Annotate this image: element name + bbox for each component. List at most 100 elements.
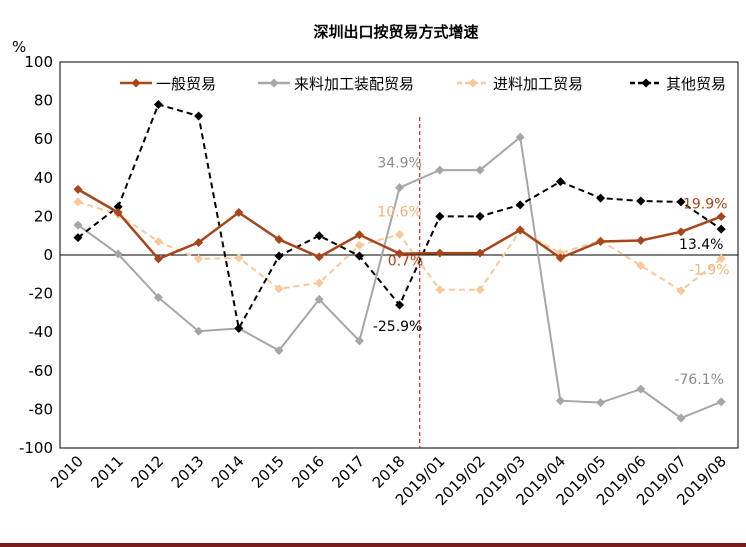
data-point	[555, 396, 565, 406]
x-tick-label: 2017	[328, 452, 368, 492]
legend-item: 其他贸易	[630, 75, 726, 93]
data-label: -76.1%	[674, 372, 724, 388]
x-tick-label: 2011	[87, 452, 127, 492]
data-point	[676, 286, 686, 296]
data-point	[676, 413, 686, 423]
data-point	[314, 231, 324, 241]
data-point	[395, 249, 405, 259]
data-point	[234, 253, 244, 263]
data-point	[676, 227, 686, 237]
series-group	[73, 99, 726, 423]
data-point	[153, 99, 163, 109]
series-3	[73, 99, 726, 333]
data-point	[194, 237, 204, 247]
bottom-rule	[0, 543, 746, 547]
data-point	[515, 200, 525, 210]
chart-title: 深圳出口按贸易方式增速	[313, 23, 478, 41]
data-point	[73, 220, 83, 230]
series-line	[77, 135, 722, 420]
data-point	[314, 252, 324, 262]
data-point	[314, 294, 324, 304]
data-point	[676, 197, 686, 207]
data-point	[153, 236, 163, 246]
data-point	[274, 284, 284, 294]
data-point	[475, 165, 485, 175]
data-point	[395, 300, 405, 310]
data-point	[475, 211, 485, 221]
data-point	[716, 397, 726, 407]
data-point	[716, 212, 726, 222]
legend: 一般贸易 来料加工装配贸易 进料加工贸易 其他贸易	[120, 75, 726, 93]
series-0	[73, 184, 726, 264]
axes-group: -100 -80 -60 -40 -20 0 20 40 60 80 100 2010 2011 2012…	[19, 53, 738, 509]
legend-label: 一般贸易	[156, 75, 216, 93]
data-point	[234, 323, 244, 333]
data-point	[194, 326, 204, 336]
y-tick-label: 0	[43, 246, 53, 264]
data-point	[596, 398, 606, 408]
y-axis-unit-label: %	[12, 38, 26, 56]
legend-label: 进料加工贸易	[493, 75, 583, 93]
legend-item: 来料加工装配贸易	[258, 75, 414, 93]
data-point	[636, 196, 646, 206]
y-tick-label: -80	[29, 400, 54, 418]
data-point	[113, 249, 123, 259]
legend-item: 一般贸易	[120, 75, 216, 93]
data-point	[153, 292, 163, 302]
annotations-group: 34.9% 10.6% 0.7% -25.9% 19.9% 13.4% -1.9% -76.1…	[373, 156, 730, 388]
y-tick-label: 60	[34, 130, 53, 148]
data-label: 10.6%	[377, 205, 421, 221]
data-point	[354, 240, 364, 250]
data-point	[274, 251, 284, 261]
x-tick-label: 2015	[248, 452, 288, 492]
data-point	[515, 132, 525, 142]
legend-swatch-marker	[641, 78, 651, 88]
x-tick-label: 2010	[47, 452, 87, 492]
data-point	[274, 235, 284, 245]
data-point	[73, 233, 83, 243]
data-point	[354, 336, 364, 346]
x-tick-label: 2016	[288, 452, 328, 492]
data-label: -25.9%	[373, 319, 423, 335]
data-point	[636, 261, 646, 271]
data-point	[555, 253, 565, 263]
data-point	[475, 248, 485, 258]
data-label: 34.9%	[377, 156, 421, 172]
data-point	[194, 111, 204, 121]
y-tick-label: -20	[29, 285, 54, 303]
data-point	[153, 254, 163, 264]
y-tick-label: -60	[29, 362, 54, 380]
data-point	[113, 208, 123, 218]
data-point	[73, 197, 83, 207]
y-tick-label: 100	[24, 53, 53, 71]
legend-swatch-marker	[269, 78, 279, 88]
legend-label: 其他贸易	[666, 75, 726, 93]
data-point	[475, 285, 485, 295]
data-point	[113, 202, 123, 212]
legend-item: 进料加工贸易	[457, 75, 583, 93]
data-point	[435, 285, 445, 295]
data-point	[636, 384, 646, 394]
y-tick-label: 40	[34, 169, 53, 187]
y-tick-label: 20	[34, 207, 53, 225]
data-point	[73, 184, 83, 194]
data-point	[435, 248, 445, 258]
data-label: -1.9%	[689, 263, 730, 279]
series-1	[73, 132, 726, 423]
data-point	[596, 193, 606, 203]
y-tick-label: 80	[34, 92, 53, 110]
data-point	[234, 208, 244, 218]
data-point	[354, 251, 364, 261]
data-point	[395, 183, 405, 193]
data-label: 13.4%	[679, 237, 723, 253]
x-tick-label: 2013	[168, 452, 208, 492]
data-point	[435, 211, 445, 221]
data-point	[274, 346, 284, 356]
x-tick-label: 2012	[127, 452, 167, 492]
data-point	[515, 225, 525, 235]
data-point	[395, 230, 405, 240]
y-tick-label: -40	[29, 323, 54, 341]
legend-swatch-marker	[468, 78, 478, 88]
data-point	[194, 254, 204, 264]
